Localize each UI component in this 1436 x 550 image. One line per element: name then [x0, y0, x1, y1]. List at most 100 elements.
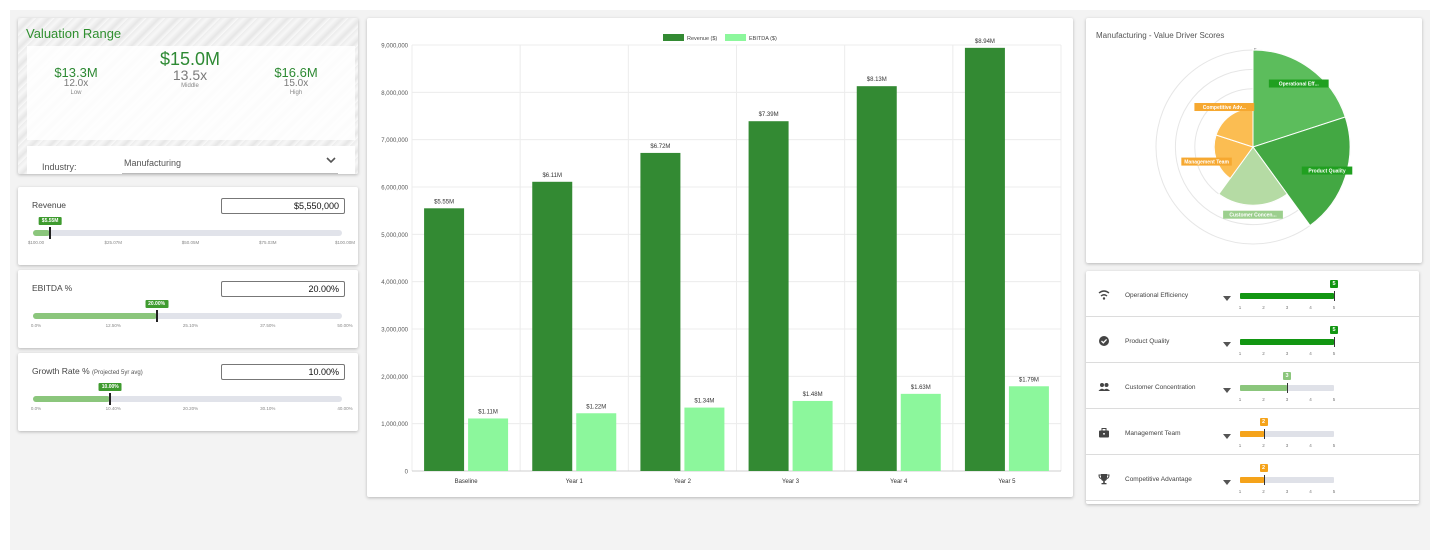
growth-slider-fill [33, 396, 111, 402]
driver-score-badge: 5 [1330, 280, 1338, 288]
revenue-data-label: $6.72M [650, 144, 670, 150]
value-driver-row: Customer Concentration 3 1 2 3 4 5 [1086, 363, 1419, 409]
ebitda-slider-track[interactable] [33, 310, 342, 322]
growth-input[interactable]: 10.00% [221, 364, 345, 380]
driver-score-slider[interactable] [1240, 429, 1334, 439]
caret-down-icon[interactable] [1223, 388, 1231, 393]
polar-segment-label: Customer Concen... [1229, 213, 1277, 219]
revenue-bar[interactable] [424, 208, 465, 472]
driver-tick-label: 3 [1285, 397, 1289, 402]
driver-score-badge: 2 [1259, 418, 1268, 426]
slider-tick-label: 30.10% [260, 406, 276, 411]
verified-check-icon [1099, 336, 1109, 346]
slider-tick-label: 0.0% [30, 323, 42, 328]
polar-label-box [1194, 103, 1255, 112]
driver-score-thumb[interactable] [1334, 337, 1335, 347]
driver-score-thumb[interactable] [1263, 475, 1265, 485]
industry-select[interactable]: Manufacturing [122, 152, 338, 174]
ebitda-data-label: $1.63M [911, 385, 931, 391]
y-tick-label: 4,000,000 [381, 280, 408, 286]
driver-score-ticks: 1 2 3 4 5 [1239, 305, 1336, 311]
polar-segment-label: Competitive Adv... [1203, 105, 1247, 111]
driver-score-badge: 5 [1330, 326, 1338, 334]
polar-segment-label: Product Quality [1308, 169, 1345, 175]
revenue-bar[interactable] [856, 86, 897, 472]
revenue-data-label: $7.39M [759, 112, 779, 118]
driver-score-slider[interactable] [1240, 291, 1335, 301]
caret-down-icon[interactable] [1223, 296, 1231, 301]
ebitda-slider-thumb[interactable] [155, 310, 158, 322]
x-tick-label: Baseline [455, 479, 479, 485]
polar-segment[interactable] [1252, 49, 1346, 148]
ebitda-bar[interactable] [576, 413, 617, 471]
growth-slider-thumb[interactable] [109, 393, 112, 405]
revenue-bar[interactable] [748, 121, 789, 471]
valuation-middle-amount: $15.0M [159, 49, 221, 69]
driver-tick-label: 2 [1262, 443, 1265, 448]
caret-down-icon[interactable] [1223, 480, 1231, 485]
revenue-bar[interactable] [532, 181, 573, 471]
x-tick-label: Year 2 [674, 479, 692, 485]
driver-score-ticks: 1 2 3 4 5 [1238, 489, 1336, 495]
revenue-slider-track[interactable] [33, 227, 342, 239]
driver-tick-label: 1 [1238, 489, 1242, 494]
polar-label-box [1181, 157, 1232, 166]
growth-slider-track[interactable] [33, 393, 342, 405]
driver-tick-label: 2 [1262, 305, 1265, 310]
revenue-slider-ticks: $100.00 $25.07M $50.05M $75.03M $100.00M [27, 240, 355, 248]
valuation-middle-multiple: 13.5x [172, 67, 208, 83]
x-tick-label: Year 5 [998, 479, 1016, 485]
valuation-low-amount: $13.3M [54, 65, 98, 80]
ebitda-input[interactable]: 20.00% [221, 281, 345, 297]
signal-wave-icon [1098, 290, 1110, 300]
driver-score-ticks: 1 2 3 4 5 [1239, 397, 1336, 403]
polar-segment[interactable] [1252, 116, 1351, 227]
legend-swatch [663, 34, 684, 41]
value-driver-row: Management Team 2 1 2 3 4 5 [1086, 409, 1419, 455]
driver-score-fill [1240, 293, 1334, 299]
revenue-value-badge: $5.55M [38, 217, 62, 225]
ebitda-bar[interactable] [468, 418, 509, 471]
driver-score-slider[interactable] [1240, 337, 1335, 347]
driver-score-slider[interactable] [1240, 475, 1334, 485]
ebitda-data-label: $1.34M [694, 399, 714, 405]
driver-score-slider[interactable] [1240, 383, 1334, 393]
revenue-input[interactable]: $5,550,000 [221, 198, 345, 214]
projection-bar-chart-card: 0 1,000,000 2,000,000 3,000,000 4,000,000 5,0… [367, 18, 1073, 497]
projection-bar-chart: 0 1,000,000 2,000,000 3,000,000 4,000,000 5,0… [381, 34, 1062, 485]
ebitda-bar[interactable] [792, 400, 833, 471]
slider-tick-label: 12.50% [105, 323, 121, 328]
valuation-values-panel: $13.3M 12.0x Low $15.0M 13.5x Middle $16… [27, 46, 355, 140]
valuation-middle-label: Middle [181, 83, 199, 89]
industry-label: Industry: [42, 162, 77, 172]
driver-score-fill [1240, 431, 1264, 437]
revenue-slider-title: Revenue [32, 200, 67, 210]
caret-down-icon[interactable] [1223, 434, 1231, 439]
slider-tick-label: $100.00 [27, 240, 45, 245]
revenue-slider-thumb[interactable] [49, 227, 52, 239]
driver-score-thumb[interactable] [1263, 429, 1265, 439]
ebitda-bar[interactable] [1008, 386, 1049, 471]
driver-tick-label: 5 [1332, 489, 1336, 494]
y-tick-label: 3,000,000 [381, 328, 408, 334]
driver-score-thumb[interactable] [1287, 383, 1288, 393]
legend-label[interactable]: Revenue ($) [687, 36, 717, 42]
revenue-bar[interactable] [964, 47, 1005, 472]
ebitda-bar[interactable] [684, 407, 725, 471]
ebitda-slider-fill [33, 313, 157, 319]
slider-tick-label: 0.0% [30, 406, 42, 411]
polar-segment[interactable] [1218, 146, 1288, 206]
driver-tick-label: 5 [1332, 351, 1336, 356]
driver-score-thumb[interactable] [1334, 291, 1335, 301]
industry-row: Industry: Manufacturing [27, 146, 355, 174]
value-driver-chart-title: Manufacturing - Value Driver Scores [1096, 31, 1225, 40]
caret-down-icon[interactable] [1223, 342, 1231, 347]
ebitda-bar[interactable] [900, 393, 941, 471]
driver-tick-label: 2 [1262, 351, 1265, 356]
driver-score-badge: 3 [1283, 372, 1291, 380]
slider-tick-label: $75.03M [258, 240, 277, 245]
revenue-data-label: $8.13M [867, 77, 887, 83]
legend-label[interactable]: EBITDA ($) [749, 36, 777, 42]
revenue-bar[interactable] [640, 152, 681, 472]
slider-tick-label: 10.40% [105, 406, 121, 411]
